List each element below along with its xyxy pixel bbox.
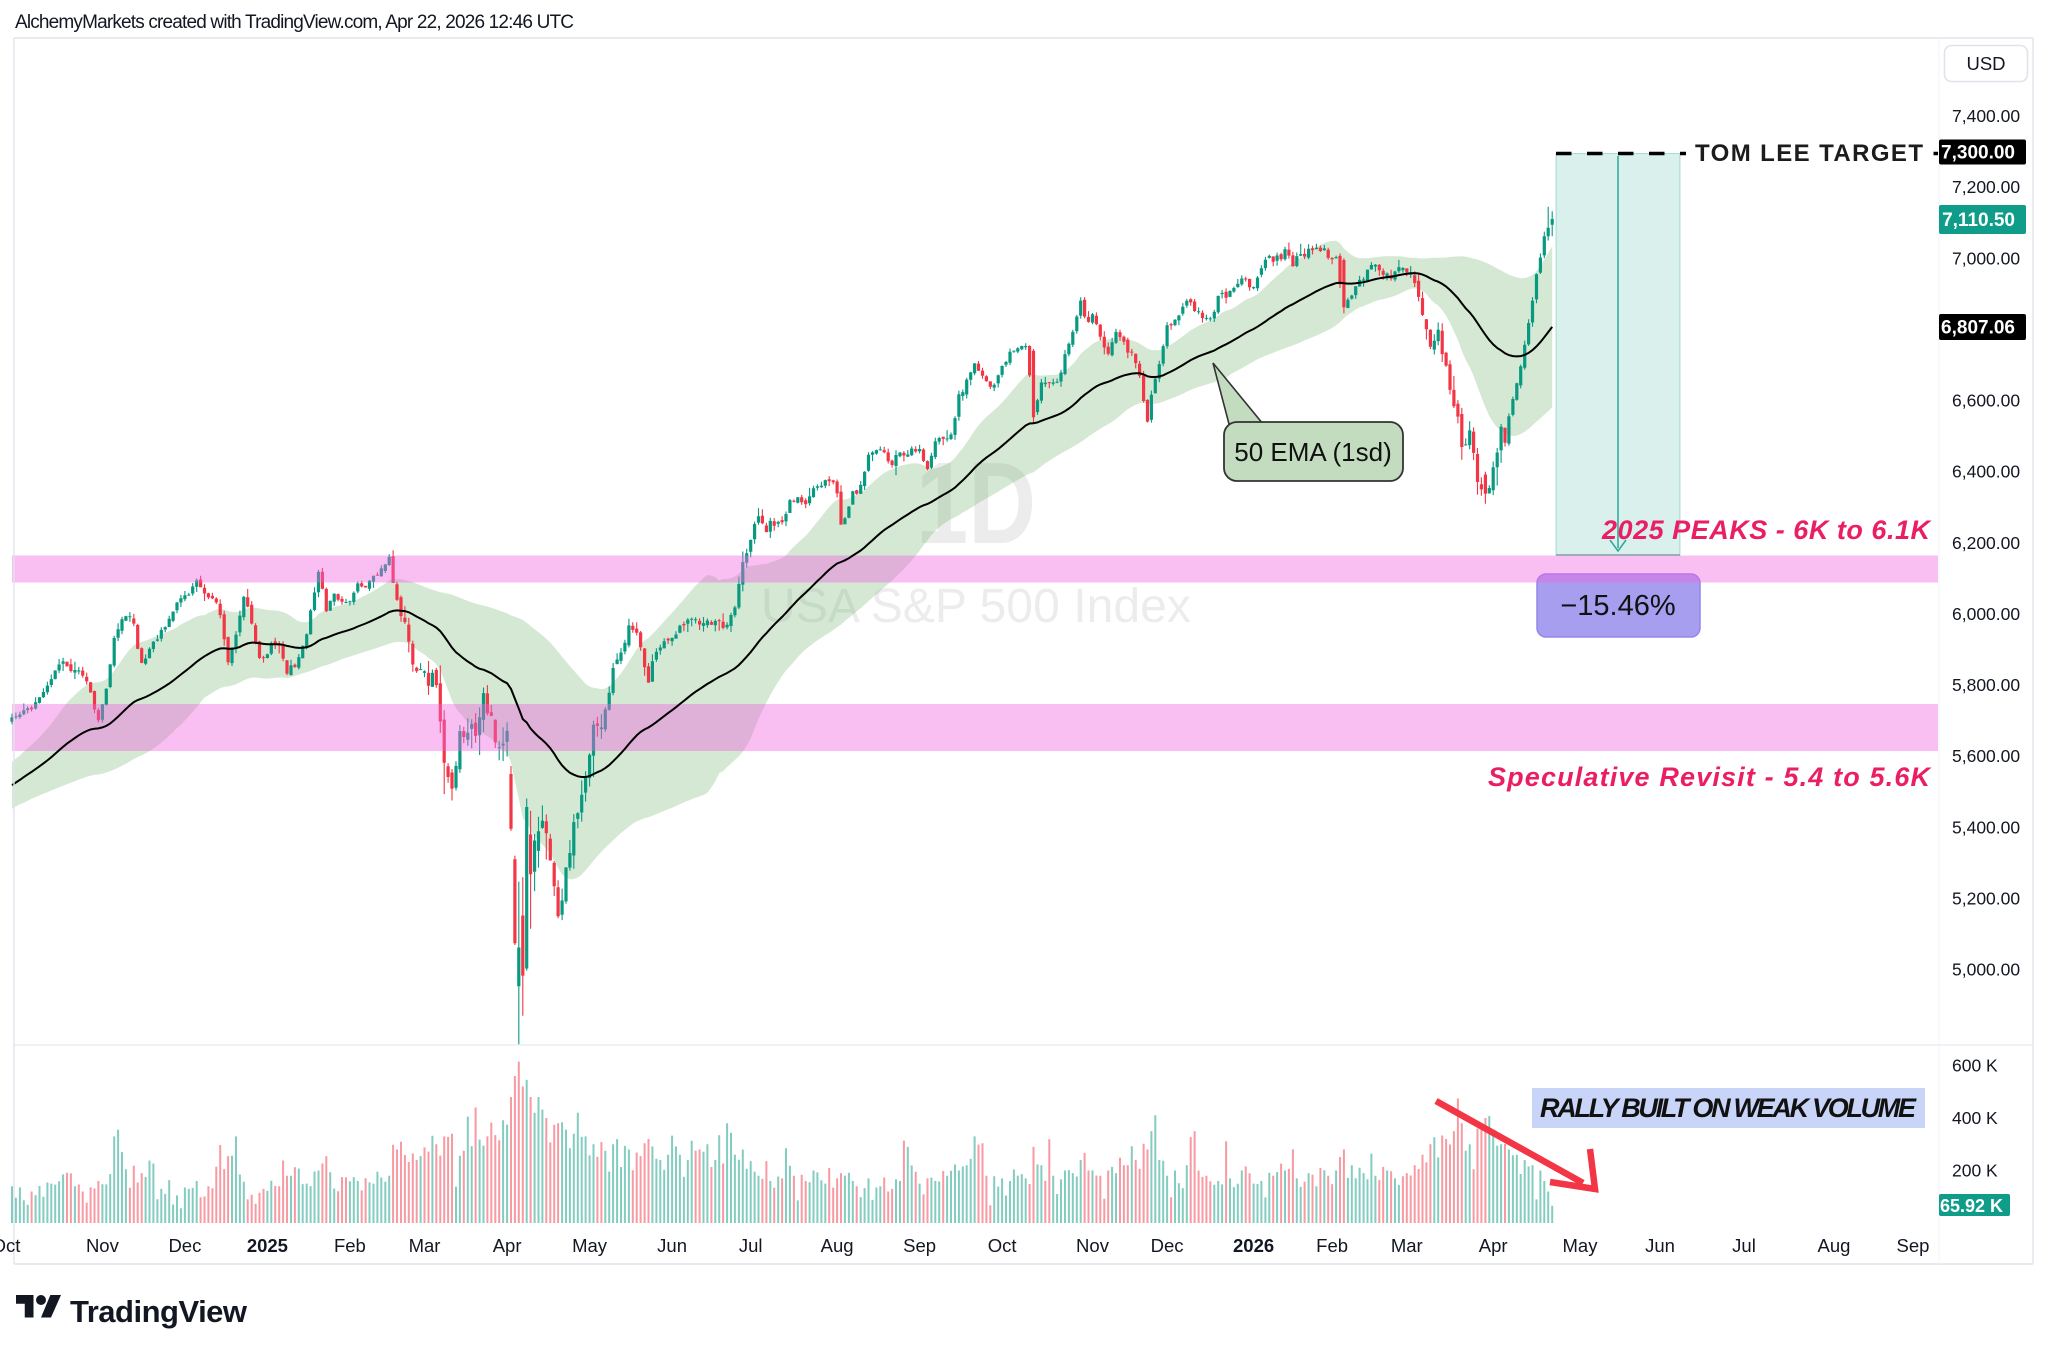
svg-text:6,600.00: 6,600.00 [1952,391,2020,411]
svg-text:Feb: Feb [334,1235,366,1256]
svg-text:Dec: Dec [168,1235,201,1256]
svg-text:Aug: Aug [821,1235,854,1256]
svg-text:Jun: Jun [657,1235,687,1256]
svg-text:Oct: Oct [0,1235,20,1256]
svg-text:Aug: Aug [1818,1235,1851,1256]
svg-text:Speculative Revisit - 5.4 to 5: Speculative Revisit - 5.4 to 5.6K [1488,762,1933,792]
svg-text:5,000.00: 5,000.00 [1952,960,2020,980]
svg-text:65.92 K: 65.92 K [1940,1196,2003,1216]
svg-text:May: May [572,1235,608,1256]
svg-text:−15.46%: −15.46% [1560,590,1675,622]
svg-text:Apr: Apr [493,1235,522,1256]
svg-text:7,300.00: 7,300.00 [1941,143,2015,164]
svg-text:TOM LEE TARGET: TOM LEE TARGET [1695,140,1923,167]
svg-text:Jul: Jul [1732,1235,1756,1256]
svg-text:5,600.00: 5,600.00 [1952,746,2020,766]
svg-text:600 K: 600 K [1952,1056,1998,1076]
svg-text:7,000.00: 7,000.00 [1952,248,2020,268]
svg-text:6,200.00: 6,200.00 [1952,533,2020,553]
svg-text:6,400.00: 6,400.00 [1952,462,2020,482]
svg-text:7,110.50: 7,110.50 [1942,210,2015,231]
svg-text:5,800.00: 5,800.00 [1952,675,2020,695]
svg-text:Feb: Feb [1316,1235,1348,1256]
svg-text:5,400.00: 5,400.00 [1952,817,2020,837]
svg-text:Nov: Nov [1076,1235,1110,1256]
svg-text:5,200.00: 5,200.00 [1952,888,2020,908]
svg-text:May: May [1563,1235,1599,1256]
svg-text:6,807.06: 6,807.06 [1941,318,2015,339]
svg-text:Nov: Nov [86,1235,120,1256]
svg-text:USA S&P 500 Index: USA S&P 500 Index [761,580,1191,633]
svg-text:AlchemyMarkets created with Tr: AlchemyMarkets created with TradingView.… [15,12,574,33]
svg-text:2025 PEAKS - 6K to 6.1K: 2025 PEAKS - 6K to 6.1K [1601,515,1933,545]
svg-text:USD: USD [1966,53,2005,74]
svg-text:Dec: Dec [1151,1235,1184,1256]
svg-text:7,400.00: 7,400.00 [1952,106,2020,126]
svg-text:50 EMA (1sd): 50 EMA (1sd) [1234,437,1392,467]
svg-text:Apr: Apr [1479,1235,1508,1256]
svg-text:2026: 2026 [1233,1235,1274,1256]
svg-text:1D: 1D [916,438,1036,568]
svg-text:Mar: Mar [1391,1235,1423,1256]
svg-text:Oct: Oct [988,1235,1017,1256]
svg-text:400 K: 400 K [1952,1108,1998,1128]
svg-text:7,200.00: 7,200.00 [1952,177,2020,197]
svg-text:Sep: Sep [1897,1235,1930,1256]
svg-text:Sep: Sep [903,1235,936,1256]
svg-text:200 K: 200 K [1952,1161,1998,1181]
svg-text:Jun: Jun [1645,1235,1675,1256]
svg-text:6,000.00: 6,000.00 [1952,604,2020,624]
svg-text:RALLY BUILT ON WEAK VOLUME: RALLY BUILT ON WEAK VOLUME [1540,1093,1917,1123]
svg-text:TradingView: TradingView [70,1294,248,1329]
svg-text:2025: 2025 [247,1235,288,1256]
svg-text:Jul: Jul [739,1235,763,1256]
svg-text:Mar: Mar [409,1235,441,1256]
